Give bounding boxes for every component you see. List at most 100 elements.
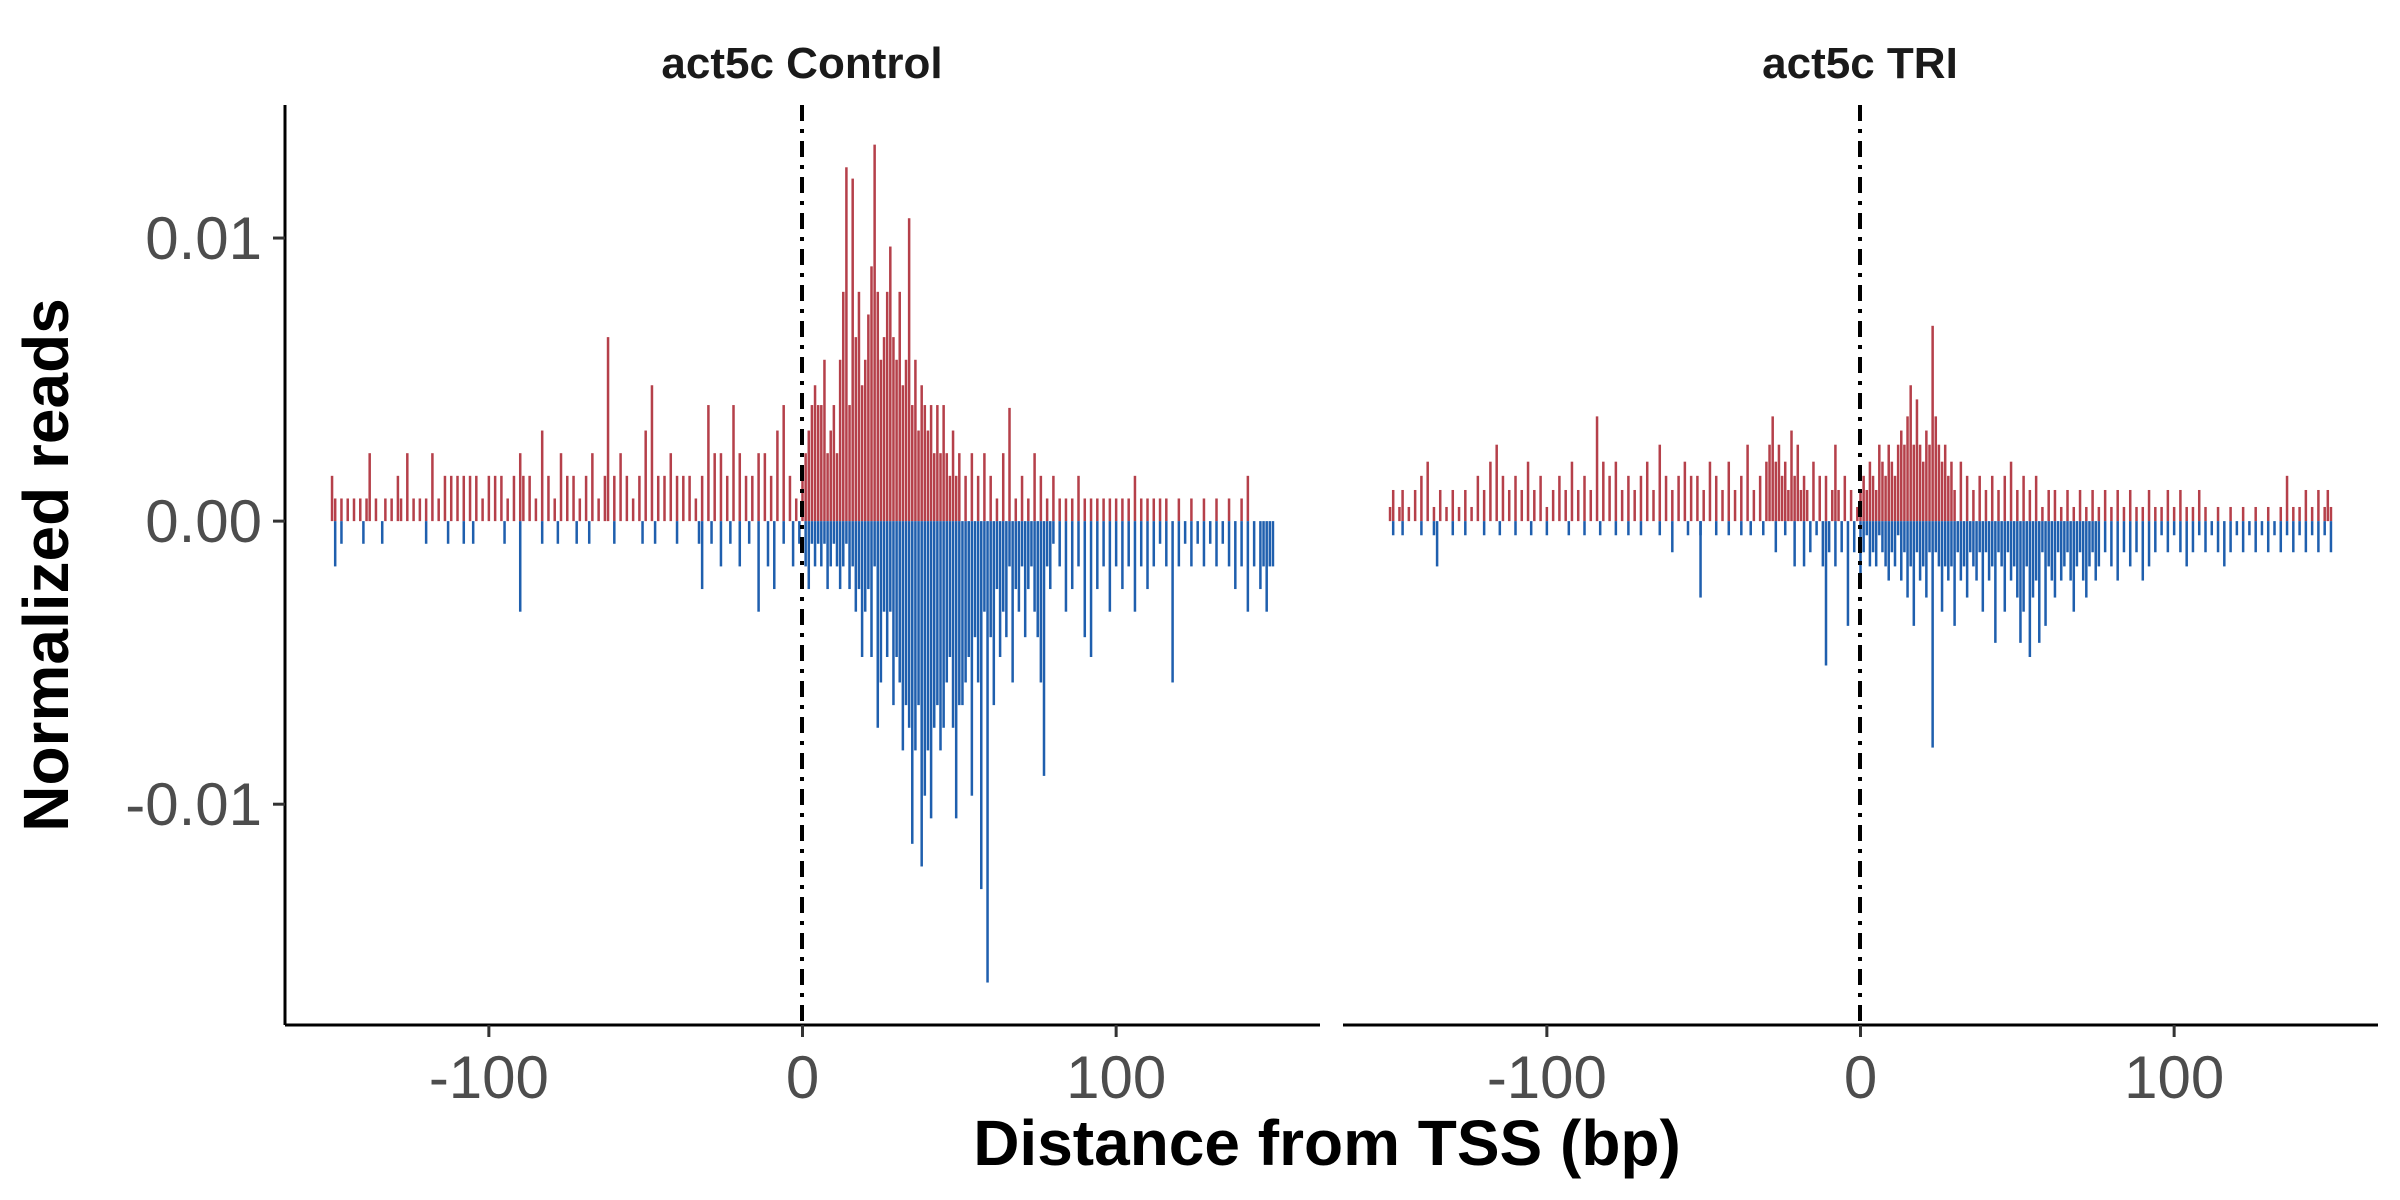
bar-positive-strand (851, 178, 854, 522)
bar-positive-strand (1805, 489, 1809, 522)
bar-positive-strand (462, 475, 466, 522)
bar-negative-strand (1802, 521, 1806, 567)
bar-negative-strand (1121, 521, 1124, 590)
panel-act5c-control: act5c Control -100 0 100 0.01 0.00 -0.01 (125, 39, 1320, 1111)
bar-negative-strand (1975, 521, 1978, 581)
bar-positive-strand (1990, 475, 1994, 522)
bar-negative-strand (1139, 521, 1143, 567)
bar-positive-strand (911, 405, 914, 522)
bar-positive-strand (374, 498, 378, 522)
bar-positive-strand (1445, 506, 1448, 522)
bar-positive-strand (1912, 444, 1916, 522)
bar-positive-strand (481, 498, 484, 522)
x-tick-label: -100 (429, 1044, 549, 1111)
bar-positive-strand (1959, 461, 1963, 522)
bar-positive-strand (2135, 506, 2138, 522)
bar-positive-strand (2097, 506, 2101, 522)
bar-negative-strand (2223, 521, 2226, 567)
bar-negative-strand (2266, 521, 2270, 553)
bar-positive-strand (1014, 498, 1018, 522)
bar-negative-strand (675, 521, 679, 544)
bar-negative-strand (1984, 521, 1988, 553)
bar-positive-strand (1765, 461, 1768, 522)
bar-negative-strand (867, 521, 870, 590)
bar-negative-strand (2025, 521, 2028, 567)
bar-negative-strand (1997, 521, 2000, 553)
bar-positive-strand (1758, 475, 1762, 522)
bar-positive-strand (995, 498, 999, 522)
bar-positive-strand (2028, 489, 2032, 522)
bar-negative-strand (863, 521, 867, 612)
panel-title-act5c-tri: act5c TRI (1762, 39, 1958, 88)
bar-negative-strand (2085, 521, 2088, 598)
bar-positive-strand (738, 453, 742, 522)
bar-negative-strand (1937, 521, 1941, 567)
bar-negative-strand (2016, 521, 2019, 598)
bar-positive-strand (1639, 475, 1643, 522)
bar-negative-strand (1202, 521, 1206, 567)
bar-negative-strand (719, 521, 723, 567)
bar-negative-strand (1108, 521, 1112, 612)
bar-positive-strand (1398, 506, 1401, 522)
bar-negative-strand (1077, 521, 1080, 567)
bar-positive-strand (2085, 506, 2088, 522)
bar-negative-strand (1627, 521, 1630, 536)
bar-positive-strand (1934, 416, 1938, 522)
bar-negative-strand (1686, 521, 1690, 536)
bar-negative-strand (1049, 521, 1052, 590)
bar-negative-strand (2116, 521, 2119, 581)
bar-positive-strand (1918, 444, 1922, 522)
bar-positive-strand (794, 498, 798, 522)
bar-positive-strand (1714, 475, 1718, 522)
bar-positive-strand (1545, 506, 1549, 522)
bar-negative-strand (1994, 521, 1997, 643)
bar-positive-strand (1551, 489, 1555, 522)
bar-positive-strand (951, 430, 955, 522)
bar-negative-strand (1981, 521, 1985, 612)
bar-positive-strand (2122, 506, 2126, 522)
bar-positive-strand (1708, 461, 1712, 522)
bar-positive-strand (1950, 461, 1953, 522)
bar-negative-strand (1464, 521, 1467, 536)
bar-negative-strand (998, 521, 1002, 657)
bar-negative-strand (1598, 521, 1602, 536)
bar-positive-strand (873, 144, 876, 522)
bar-positive-strand (2078, 489, 2082, 522)
bar-negative-strand (2216, 521, 2220, 553)
bar-positive-strand (493, 475, 497, 522)
bar-negative-strand (340, 521, 343, 544)
bar-positive-strand (1793, 475, 1796, 522)
bar-positive-strand (606, 337, 610, 522)
bar-negative-strand (1227, 521, 1231, 567)
panel-title-act5c-control: act5c Control (661, 39, 942, 88)
bar-positive-strand (1796, 444, 1800, 522)
bar-positive-strand (566, 475, 569, 522)
bar-negative-strand (757, 521, 760, 612)
bar-positive-strand (1202, 498, 1206, 522)
bar-positive-strand (1426, 461, 1429, 522)
bar-negative-strand (1699, 521, 1702, 598)
bar-negative-strand (967, 521, 970, 657)
bar-negative-strand (992, 521, 996, 706)
bar-positive-strand (2197, 489, 2201, 522)
bar-negative-strand (2009, 521, 2013, 581)
bar-positive-strand (487, 475, 491, 522)
bar-positive-strand (1633, 489, 1636, 522)
bar-positive-strand (889, 246, 892, 522)
bar-positive-strand (2066, 489, 2069, 522)
bar-positive-strand (2128, 489, 2132, 522)
bar-positive-strand (1420, 475, 1423, 522)
bar-positive-strand (1614, 461, 1618, 522)
bar-positive-strand (2185, 506, 2188, 522)
bar-negative-strand (939, 521, 942, 751)
bar-negative-strand (945, 521, 949, 683)
bar-positive-strand (1127, 498, 1130, 522)
bar-negative-strand (798, 521, 801, 544)
bar-positive-strand (1215, 498, 1218, 522)
bar-negative-strand (898, 521, 901, 683)
x-ticks-act5c-tri: -100 0 100 (1487, 1025, 2224, 1111)
bar-negative-strand (1909, 521, 1912, 567)
bar-positive-strand (1489, 461, 1492, 522)
bar-negative-strand (462, 521, 466, 544)
bar-positive-strand (1470, 506, 1473, 522)
